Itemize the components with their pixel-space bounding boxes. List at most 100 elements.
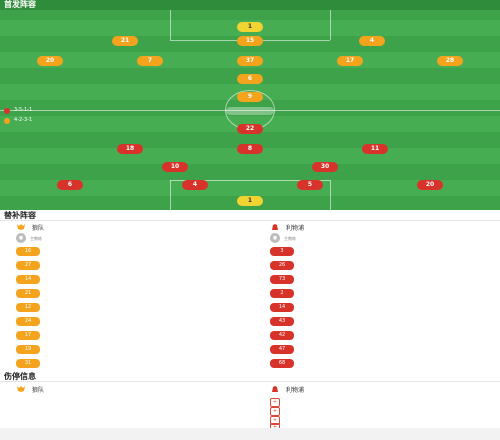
player-number: 22 [237,124,263,134]
sub-number: 19 [16,344,40,354]
away-injury-team: 利物浦 [270,384,304,394]
home-player[interactable]: 28 [428,56,472,85]
injury-row[interactable]: + [270,413,284,427]
injury-icon: + [270,415,280,425]
liverbird-icon [270,223,280,231]
player-number: 6 [237,74,263,84]
wolf-head-icon [16,385,26,393]
sub-number: 14 [270,302,294,312]
home-player[interactable]: 7 [128,56,172,85]
player-number: 1 [237,196,263,206]
player-number: 15 [237,36,263,46]
player-number: 1 [237,22,263,32]
avatar-icon: ● [16,233,26,243]
injury-row[interactable]: + [270,395,284,409]
away-sub-row[interactable]: 2 [270,286,410,300]
wolf-head-icon [16,223,26,231]
player-number: 10 [162,162,188,172]
subs-header: 替补阵容 [0,211,500,221]
home-formation-1: 3-5-1-1 [14,107,33,113]
away-player[interactable]: 4 [173,180,217,190]
away-sub-row[interactable]: 68 [270,356,410,370]
home-team-head: 狼队 [16,222,44,232]
player-number: 37 [237,56,263,66]
away-player[interactable]: 1 [228,196,272,206]
away-player[interactable]: 8 [228,144,272,154]
injuries-title: 伤停信息 [4,372,36,381]
away-team-name: 利物浦 [286,386,305,394]
box-line [170,180,171,210]
sub-number: 68 [270,358,294,368]
player-number: 4 [359,36,385,46]
away-team-head: 利物浦 [270,222,304,232]
away-player[interactable]: 22 [228,124,272,134]
away-sub-row[interactable]: 3 [270,244,410,258]
home-player[interactable]: 1 [228,22,272,32]
home-sub-row[interactable]: 19 [16,342,156,356]
player-number: 11 [362,144,388,154]
home-player[interactable]: 17 [328,56,372,85]
home-player[interactable]: 6 [228,74,272,103]
box-line [170,180,330,181]
away-coach[interactable]: ● 主教练 [270,233,296,243]
coach-role: 主教练 [30,235,42,241]
liverbird-icon [270,385,280,393]
home-injury-team: 狼队 [16,384,44,394]
injury-icon: + [270,406,280,416]
box-line [170,10,171,40]
away-sub-row[interactable]: 14 [270,300,410,314]
sub-number: 43 [270,316,294,326]
away-sub-row[interactable]: 43 [270,314,410,328]
sub-number: 3 [270,246,294,256]
away-sub-row[interactable]: 42 [270,328,410,342]
home-sub-row[interactable]: 12 [16,300,156,314]
pitch-stripe [0,180,500,196]
away-team-name: 利物浦 [286,224,305,232]
home-sub-row[interactable]: 31 [16,356,156,370]
subs-title: 替补阵容 [4,211,36,220]
player-number: 28 [437,56,463,66]
away-player[interactable]: 5 [288,180,332,190]
away-player[interactable]: 20 [408,180,452,190]
home-player[interactable]: 21 [103,36,147,46]
sub-number: 42 [270,330,294,340]
box-line [330,180,331,210]
injury-row[interactable]: + [270,404,284,418]
away-sub-row[interactable]: 47 [270,342,410,356]
sub-number: 26 [270,260,294,270]
sub-number: 27 [16,260,40,270]
sub-number: 12 [16,302,40,312]
home-coach[interactable]: ● 主教练 [16,233,42,243]
home-sub-row[interactable]: 16 [16,244,156,258]
home-sub-row[interactable]: 14 [16,272,156,286]
home-marker-icon [4,108,10,114]
away-player[interactable]: 6 [48,180,92,190]
home-player[interactable]: 9 [228,92,272,102]
player-number: 20 [417,180,443,190]
home-player[interactable]: 20 [28,56,72,85]
home-sub-row[interactable]: 21 [16,286,156,300]
player-number: 8 [237,144,263,154]
sub-number: 21 [16,288,40,298]
home-player[interactable]: 37 [228,56,272,85]
home-sub-row[interactable]: 17 [16,328,156,342]
away-sub-row[interactable]: 26 [270,258,410,272]
sub-number: 14 [16,274,40,284]
avatar-icon: ● [270,233,280,243]
sub-number: 2 [270,288,294,298]
home-marker-icon [4,118,10,124]
away-player[interactable]: 11 [353,144,397,154]
home-player[interactable]: 4 [350,36,394,46]
sub-number: 17 [16,330,40,340]
home-player[interactable]: 15 [228,36,272,46]
injury-icon: + [270,397,280,407]
sub-number: 24 [16,316,40,326]
home-sub-row[interactable]: 27 [16,258,156,272]
home-sub-row[interactable]: 24 [16,314,156,328]
player-number: 9 [237,92,263,102]
away-player[interactable]: 30 [303,162,347,172]
player-number: 6 [57,180,83,190]
away-sub-row[interactable]: 73 [270,272,410,286]
away-player[interactable]: 18 [108,144,152,154]
away-player[interactable]: 10 [153,162,197,172]
